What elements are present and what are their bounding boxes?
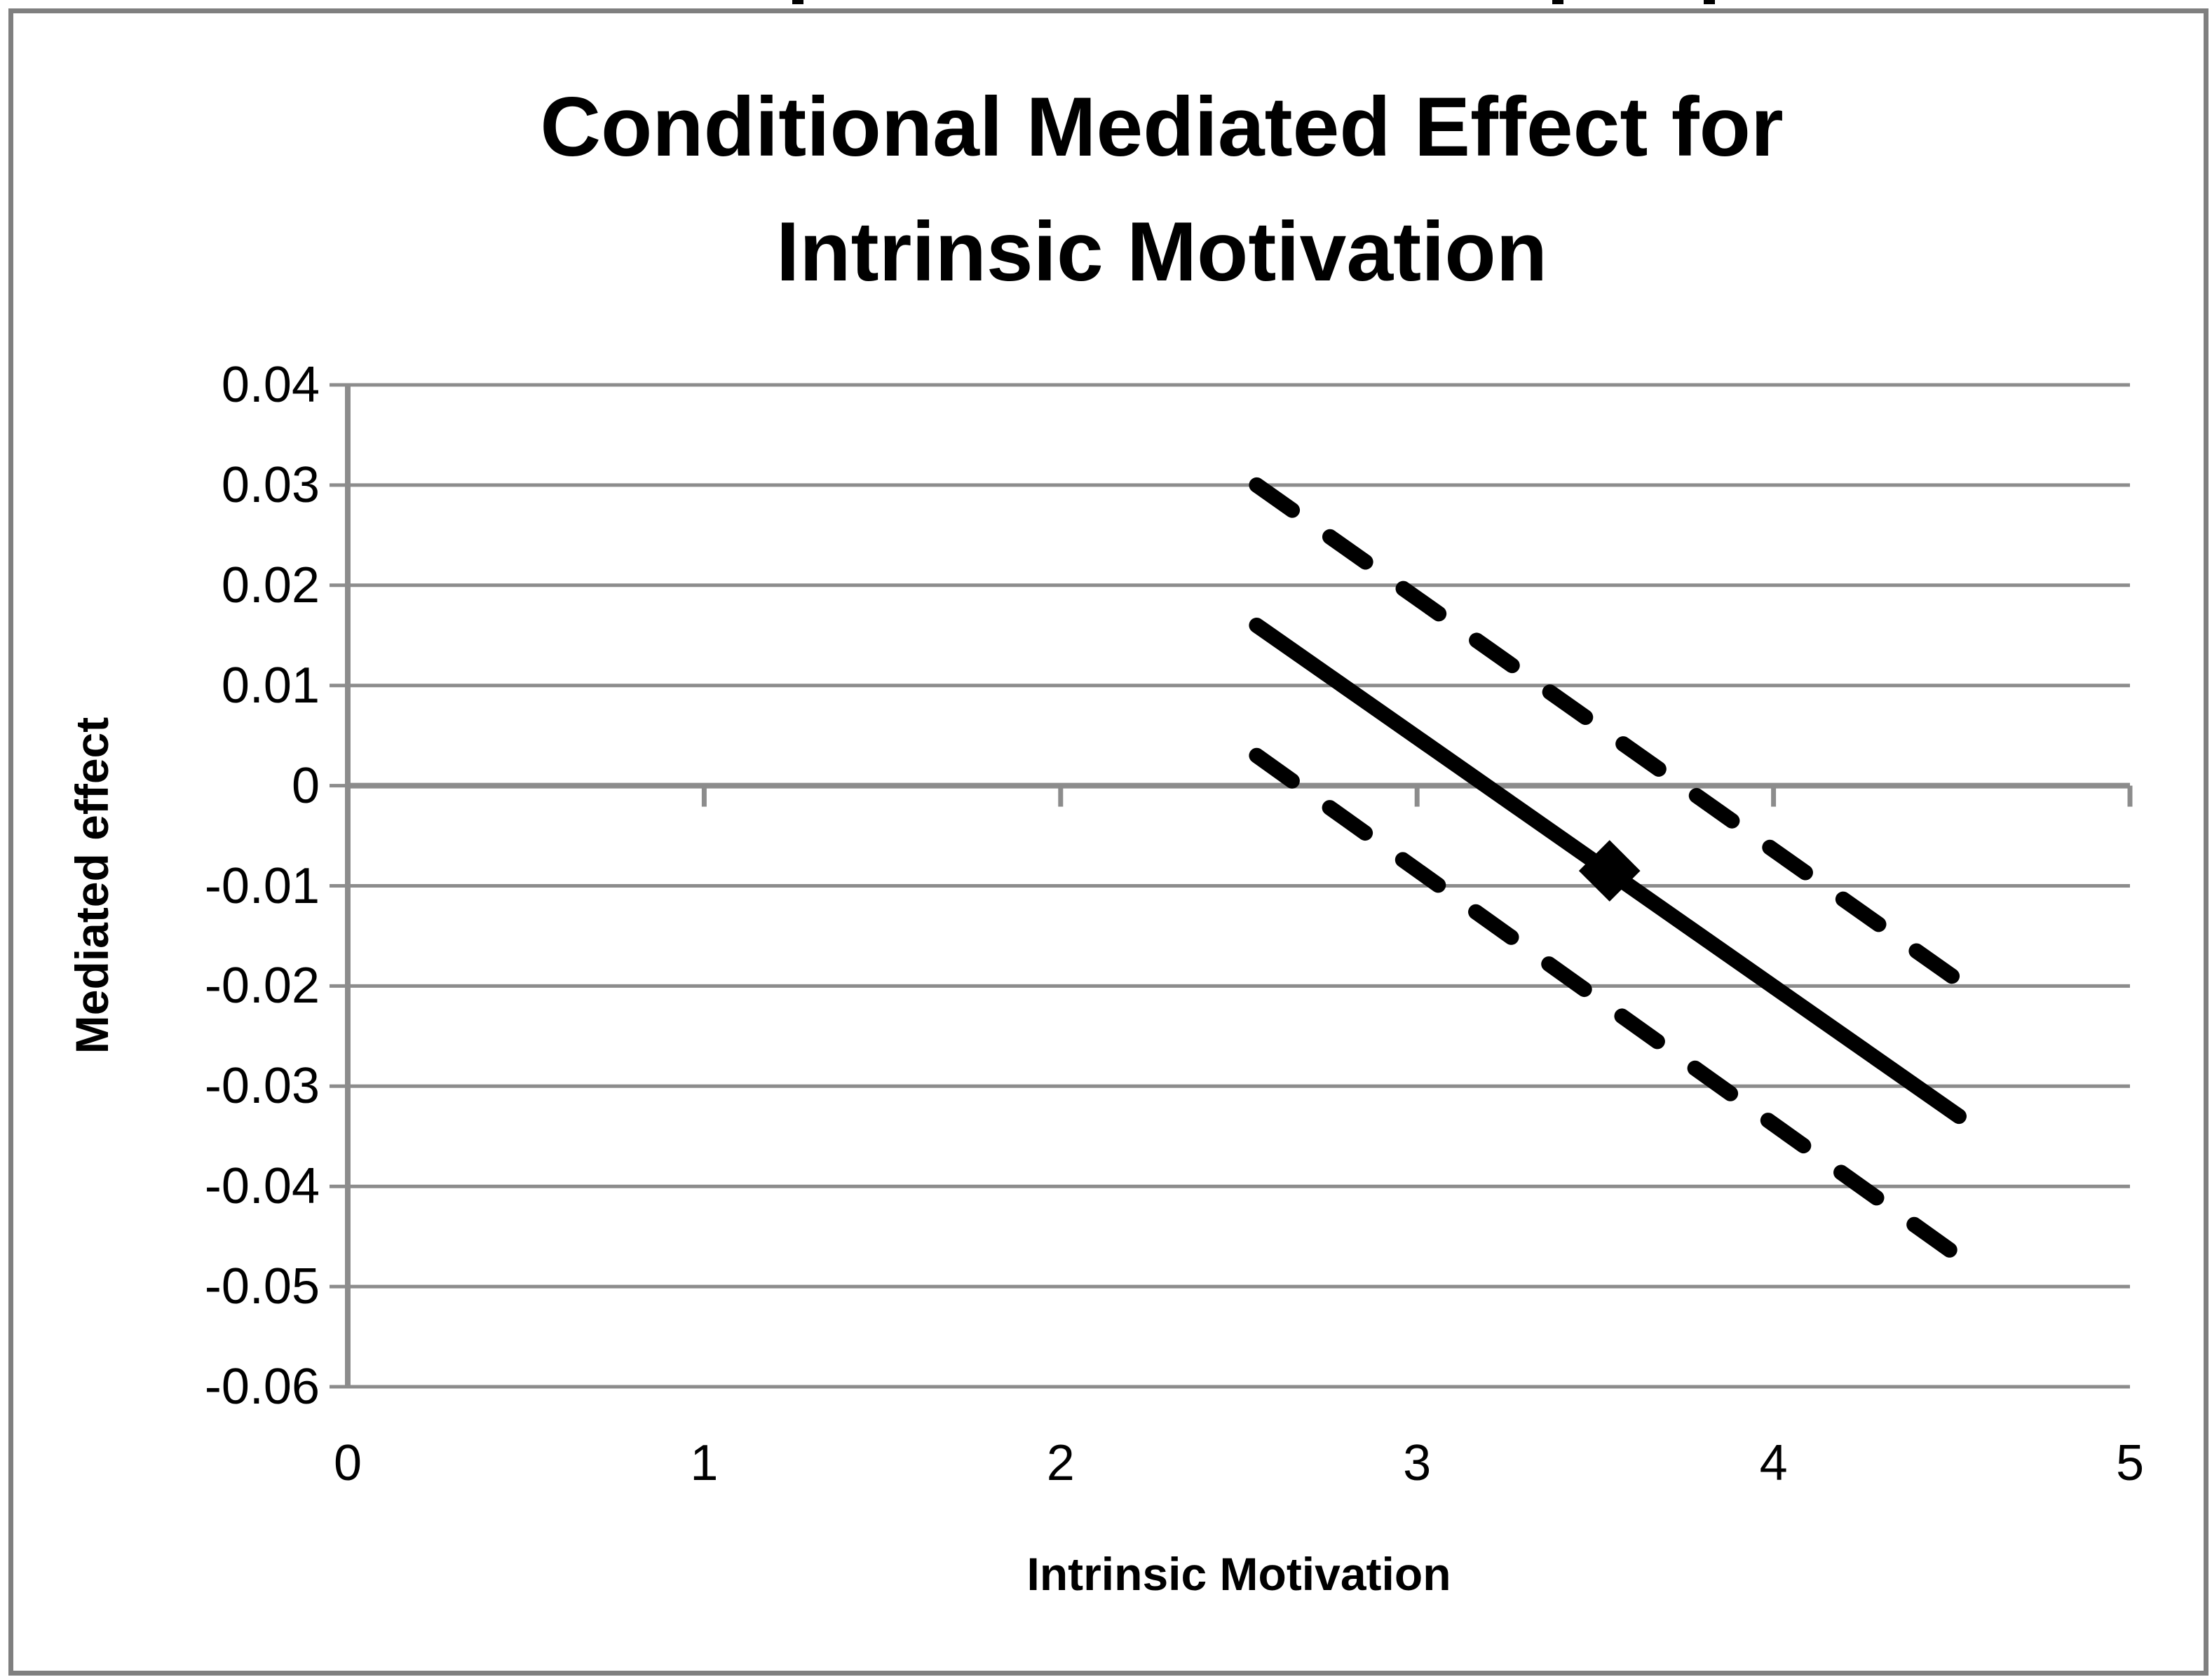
x-tick-label: 2 xyxy=(1046,1435,1075,1491)
x-axis-title: Intrinsic Motivation xyxy=(1026,1548,1451,1600)
x-tick-label: 1 xyxy=(690,1435,719,1491)
cropped-text-fragment xyxy=(792,0,803,4)
y-axis-title: Mediated effect xyxy=(66,717,118,1054)
chart-title: Conditional Mediated Effect for Intrinsi… xyxy=(110,64,2212,314)
y-tick-label: -0.03 xyxy=(204,1058,320,1115)
y-tick-label: 0.03 xyxy=(221,456,320,513)
y-tick-label: -0.01 xyxy=(204,857,320,914)
x-tick-label: 0 xyxy=(333,1435,362,1491)
y-tick-label: 0.04 xyxy=(221,357,320,413)
x-tick-label: 4 xyxy=(1759,1435,1788,1491)
x-tick-label: 3 xyxy=(1403,1435,1432,1491)
y-tick-label: -0.05 xyxy=(204,1258,320,1315)
chart-title-line1: Conditional Mediated Effect for xyxy=(540,80,1784,174)
y-tick-label: 0.02 xyxy=(221,557,320,613)
lower-confidence-band-line xyxy=(1249,747,1967,1265)
y-tick-label: -0.06 xyxy=(204,1359,320,1415)
diamond-marker xyxy=(1578,840,1641,902)
y-tick-label: -0.04 xyxy=(204,1158,320,1215)
y-tick-label: 0.01 xyxy=(221,657,320,714)
y-tick-label: 0 xyxy=(291,757,320,814)
cropped-text-fragment xyxy=(1704,0,1715,4)
y-tick-label: -0.02 xyxy=(204,958,320,1014)
cropped-text-fragment xyxy=(1552,0,1563,4)
chart-border xyxy=(8,8,2208,1676)
chart-title-line2: Intrinsic Motivation xyxy=(775,205,1548,299)
upper-confidence-band-line xyxy=(1249,477,1974,994)
x-tick-label: 5 xyxy=(2115,1435,2145,1491)
